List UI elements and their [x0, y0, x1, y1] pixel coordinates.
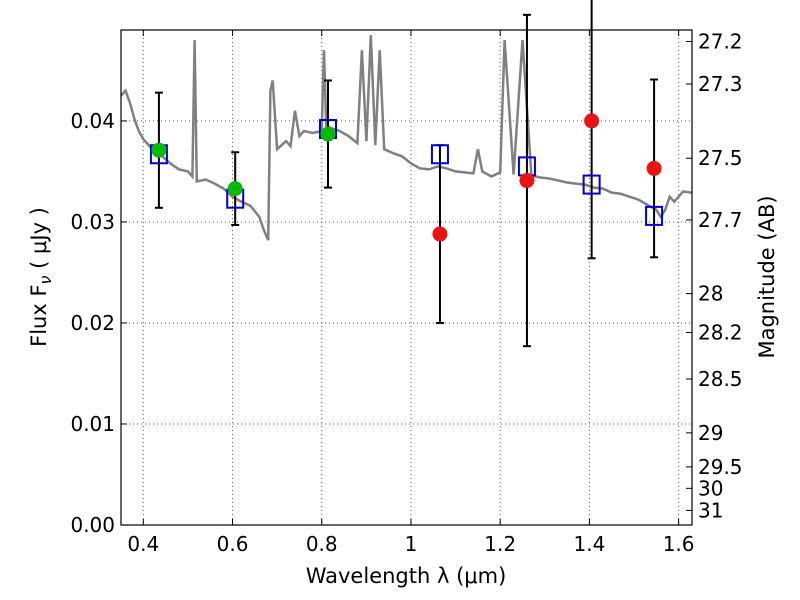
y-tick-label: 0.01 [70, 412, 115, 436]
observed-point-green [227, 181, 243, 197]
x-tick-label: 1.2 [484, 532, 516, 556]
y-axis-label: Flux Fν ( μJy ) [27, 207, 55, 347]
x-tick-label: 1 [405, 532, 418, 556]
right-tick-label: 30 [698, 476, 723, 500]
observed-point-red [519, 173, 535, 189]
right-tick-label: 31 [698, 498, 723, 522]
right-tick-label: 28.5 [698, 367, 743, 391]
x-axis-label: Wavelength λ (μm) [306, 564, 507, 588]
x-tick-label: 0.4 [127, 532, 159, 556]
model-square-marker [645, 205, 664, 226]
model-photometry-squares [149, 119, 664, 226]
x-axis-ticks: 0.4 0.6 0.8 1 1.2 1.4 1.6 [127, 30, 695, 556]
y-tick-label: 0.02 [70, 311, 115, 335]
observed-point-red [584, 113, 600, 129]
x-tick-label: 0.6 [217, 532, 249, 556]
model-square-marker [582, 174, 601, 195]
right-tick-label: 28.2 [698, 321, 743, 345]
y-tick-label: 0.00 [70, 513, 115, 537]
right-tick-label: 27.7 [698, 208, 743, 232]
y-axis-label-unit: ( μJy ) [27, 207, 51, 275]
x-tick-label: 1.6 [663, 532, 695, 556]
x-tick-label: 1.4 [573, 532, 605, 556]
observed-point-green [320, 126, 336, 142]
y-tick-label: 0.04 [70, 109, 115, 133]
right-tick-label: 27.2 [698, 29, 743, 53]
right-tick-label: 27.5 [698, 146, 743, 170]
grid-lines [121, 30, 692, 525]
x-tick-label: 0.8 [306, 532, 338, 556]
right-tick-label: 29.5 [698, 455, 743, 479]
y-tick-label: 0.03 [70, 210, 115, 234]
y-axis-label-subscript: ν [36, 275, 55, 284]
y-axis-label-text: Flux F [27, 284, 51, 346]
right-axis-label: Magnitude (AB) [755, 195, 779, 358]
y-axis-ticks: 0.00 0.01 0.02 0.03 0.04 [70, 109, 127, 537]
model-spectrum-line [121, 35, 692, 241]
observed-point-red [432, 226, 448, 242]
right-tick-label: 27.3 [698, 72, 743, 96]
right-tick-label: 28 [698, 282, 723, 306]
right-tick-label: 29 [698, 421, 723, 445]
plot-frame [120, 29, 693, 526]
observed-point-green [151, 142, 167, 158]
observed-photometry-markers [151, 113, 662, 242]
observed-point-red [646, 160, 662, 176]
model-square-marker [430, 144, 449, 165]
